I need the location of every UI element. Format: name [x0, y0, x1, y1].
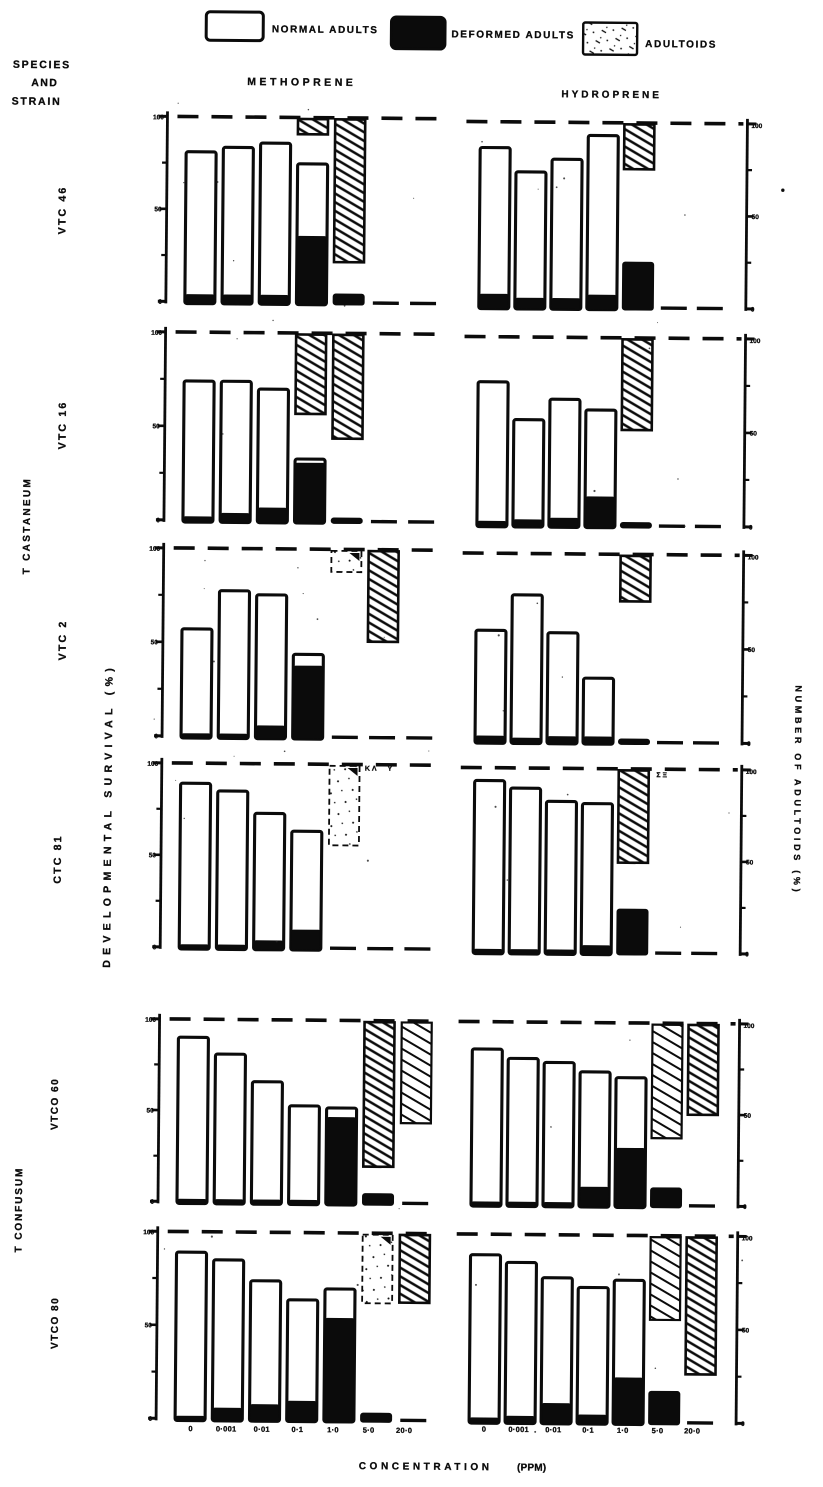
svg-text:100: 100 [149, 546, 160, 553]
svg-text:100: 100 [143, 1229, 154, 1236]
svg-text:VTC 2: VTC 2 [57, 620, 69, 661]
svg-text:100: 100 [748, 554, 759, 561]
svg-text:0: 0 [150, 1199, 154, 1206]
svg-text:20·0: 20·0 [396, 1426, 412, 1435]
svg-text:0: 0 [154, 733, 158, 740]
svg-text:ΣΞ: ΣΞ [656, 772, 669, 779]
svg-text:100: 100 [742, 1235, 753, 1242]
svg-text:0: 0 [751, 306, 755, 313]
svg-text:50: 50 [151, 639, 159, 646]
svg-text:0: 0 [743, 1204, 747, 1211]
svg-text:100: 100 [749, 338, 760, 345]
svg-text:SPECIES: SPECIES [13, 59, 71, 72]
svg-text:0: 0 [482, 1425, 487, 1434]
svg-text:NORMAL ADULTS: NORMAL ADULTS [272, 24, 379, 36]
svg-text:0: 0 [749, 524, 753, 531]
svg-text:(PPM): (PPM) [517, 1462, 546, 1473]
svg-text:0·1: 0·1 [291, 1425, 303, 1434]
svg-text:1·0: 1·0 [327, 1425, 339, 1434]
svg-text:0: 0 [188, 1424, 193, 1433]
svg-text:AND: AND [31, 77, 58, 89]
svg-text:100: 100 [751, 123, 762, 130]
svg-text:STRAIN: STRAIN [12, 95, 62, 107]
svg-text:0: 0 [741, 1421, 745, 1428]
svg-text:100: 100 [153, 114, 164, 121]
svg-text:VTC 46: VTC 46 [56, 185, 68, 234]
svg-text:0: 0 [153, 944, 157, 951]
svg-text:50: 50 [154, 206, 162, 213]
svg-text:0·001: 0·001 [508, 1425, 529, 1434]
svg-text:METHOPRENE: METHOPRENE [247, 76, 356, 89]
svg-text:50: 50 [748, 647, 756, 654]
svg-text:CTC 81: CTC 81 [52, 834, 64, 883]
svg-text:ΚΛ: ΚΛ [365, 766, 379, 773]
svg-text:1·0: 1·0 [617, 1426, 629, 1435]
svg-text:0: 0 [745, 951, 749, 958]
svg-text:0·01: 0·01 [254, 1425, 270, 1434]
svg-text:5·0: 5·0 [363, 1426, 375, 1435]
svg-text:50: 50 [147, 1108, 155, 1115]
svg-text:T CONFUSUM: T CONFUSUM [14, 1167, 26, 1253]
svg-text:0: 0 [156, 517, 160, 524]
svg-text:100: 100 [151, 330, 162, 337]
svg-text:0·01: 0·01 [545, 1425, 561, 1434]
svg-text:T CASTANEUM: T CASTANEUM [21, 477, 33, 574]
svg-text:20·0: 20·0 [684, 1426, 700, 1435]
svg-text:VTCO 60: VTCO 60 [50, 1078, 61, 1130]
svg-text:100: 100 [147, 761, 158, 768]
svg-text:ADULTOIDS: ADULTOIDS [645, 39, 717, 51]
svg-text:0·1: 0·1 [582, 1426, 594, 1435]
svg-text:50: 50 [152, 423, 160, 430]
svg-text:50: 50 [750, 430, 758, 437]
svg-text:5·0: 5·0 [652, 1426, 664, 1435]
svg-text:NUMBER OF ADULTOIDS (%): NUMBER OF ADULTOIDS (%) [792, 685, 804, 895]
svg-text:CONCENTRATION: CONCENTRATION [359, 1461, 493, 1473]
svg-text:DEVELOPMENTAL SURVIVAL (%): DEVELOPMENTAL SURVIVAL (%) [101, 663, 116, 968]
svg-text:Υ: Υ [388, 766, 393, 773]
svg-text:50: 50 [742, 1327, 750, 1334]
svg-text:50: 50 [149, 852, 157, 859]
svg-text:100: 100 [746, 769, 757, 776]
svg-text:50: 50 [145, 1322, 153, 1329]
svg-text:HYDROPRENE: HYDROPRENE [561, 89, 662, 101]
svg-text:50: 50 [744, 1113, 752, 1120]
svg-text:DEFORMED ADULTS: DEFORMED ADULTS [451, 29, 575, 41]
svg-text:100: 100 [744, 1023, 755, 1030]
svg-text:50: 50 [752, 214, 760, 221]
svg-text:0·001: 0·001 [216, 1424, 237, 1433]
svg-text:50: 50 [746, 859, 754, 866]
svg-text:0: 0 [148, 1416, 152, 1423]
svg-text:0: 0 [747, 741, 751, 748]
svg-text:VTC 16: VTC 16 [57, 400, 69, 449]
svg-text:VTCO 80: VTCO 80 [50, 1297, 61, 1349]
svg-text:0: 0 [158, 299, 162, 306]
svg-text:100: 100 [145, 1017, 156, 1024]
